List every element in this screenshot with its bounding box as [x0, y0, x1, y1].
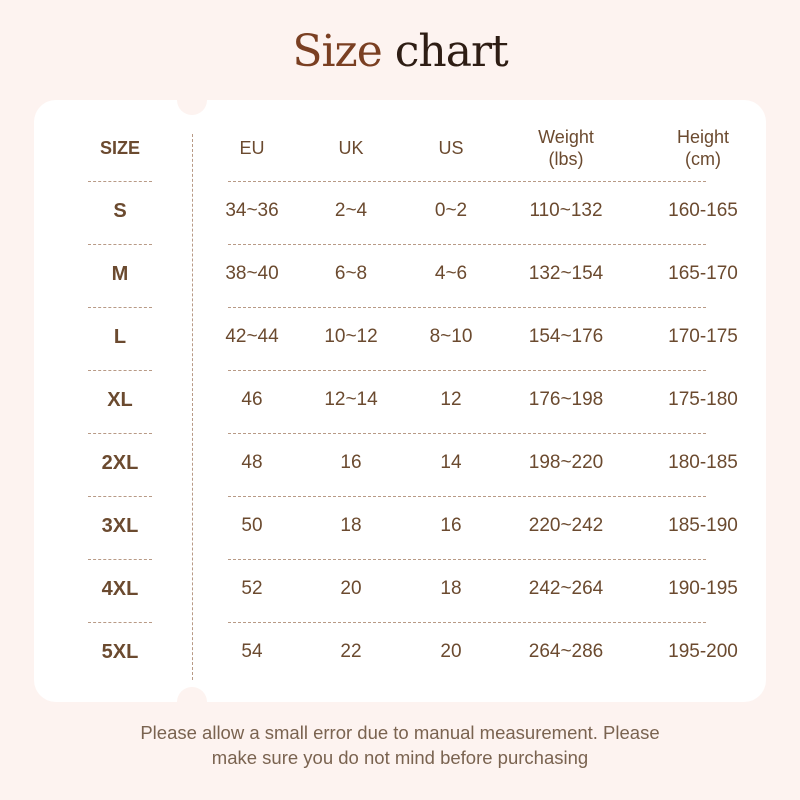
cell-uk: 2~4: [334, 200, 368, 221]
cell-weight: 176~198: [528, 389, 604, 410]
row-divider: [228, 370, 706, 371]
cell-us: 0~2: [434, 200, 468, 221]
cell-eu: 46: [241, 389, 263, 410]
cell-uk: 16: [340, 452, 362, 473]
cell-weight: 132~154: [528, 263, 604, 284]
row-divider: [88, 244, 152, 245]
cell-eu: 50: [241, 515, 263, 536]
header-weight: Weight (lbs): [538, 127, 594, 169]
cell-weight: 154~176: [528, 326, 604, 347]
row-divider: [228, 433, 706, 434]
cell-size: 3XL: [101, 515, 139, 537]
card-notch-top: [177, 85, 207, 115]
header-height: Height (cm): [676, 127, 730, 169]
row-divider: [88, 181, 152, 182]
cell-eu: 42~44: [225, 326, 279, 347]
row-divider: [228, 307, 706, 308]
row-divider: [228, 559, 706, 560]
header-us: US: [438, 138, 464, 158]
row-divider: [88, 307, 152, 308]
cell-us: 18: [440, 578, 462, 599]
cell-eu: 34~36: [225, 200, 279, 221]
cell-us: 8~10: [429, 326, 473, 347]
row-divider: [228, 496, 706, 497]
cell-size: XL: [107, 389, 133, 411]
cell-uk: 6~8: [334, 263, 368, 284]
measurement-note: Please allow a small error due to manual…: [140, 722, 660, 768]
row-divider: [228, 181, 706, 182]
cell-uk: 22: [340, 641, 362, 662]
cell-size: 5XL: [101, 641, 139, 663]
cell-height: 185-190: [668, 515, 738, 536]
cell-size: L: [113, 326, 127, 348]
cell-height: 195-200: [668, 641, 738, 662]
row-divider: [88, 370, 152, 371]
cell-eu: 48: [241, 452, 263, 473]
cell-size: 4XL: [101, 578, 139, 600]
cell-height: 160-165: [668, 200, 738, 221]
cell-uk: 18: [340, 515, 362, 536]
header-eu: EU: [239, 138, 265, 158]
header-size: SIZE: [99, 138, 140, 158]
cell-height: 180-185: [668, 452, 738, 473]
cell-size: M: [111, 263, 129, 285]
cell-weight: 110~132: [529, 200, 603, 221]
cell-uk: 12~14: [324, 389, 378, 410]
card-notch-bottom: [177, 687, 207, 717]
cell-eu: 52: [241, 578, 263, 599]
cell-us: 4~6: [434, 263, 468, 284]
cell-height: 170-175: [668, 326, 738, 347]
cell-weight: 264~286: [528, 641, 604, 662]
row-divider: [88, 559, 152, 560]
row-divider: [88, 622, 152, 623]
header-uk: UK: [338, 138, 364, 158]
row-divider: [88, 433, 152, 434]
cell-height: 175-180: [668, 389, 738, 410]
cell-eu: 38~40: [225, 263, 279, 284]
cell-us: 12: [440, 389, 462, 410]
cell-size: 2XL: [101, 452, 139, 474]
page-title: Size chart: [292, 26, 508, 77]
cell-uk: 20: [340, 578, 362, 599]
cell-us: 14: [440, 452, 462, 473]
row-divider: [88, 496, 152, 497]
cell-us: 20: [440, 641, 462, 662]
cell-eu: 54: [241, 641, 263, 662]
row-divider: [228, 622, 706, 623]
cell-size: S: [113, 200, 127, 222]
size-table-card: [34, 100, 766, 702]
cell-uk: 10~12: [324, 326, 378, 347]
cell-us: 16: [440, 515, 462, 536]
cell-weight: 198~220: [528, 452, 604, 473]
cell-weight: 242~264: [528, 578, 604, 599]
column-divider: [192, 134, 193, 680]
row-divider: [228, 244, 706, 245]
cell-weight: 220~242: [528, 515, 604, 536]
cell-height: 190-195: [668, 578, 738, 599]
cell-height: 165-170: [668, 263, 738, 284]
